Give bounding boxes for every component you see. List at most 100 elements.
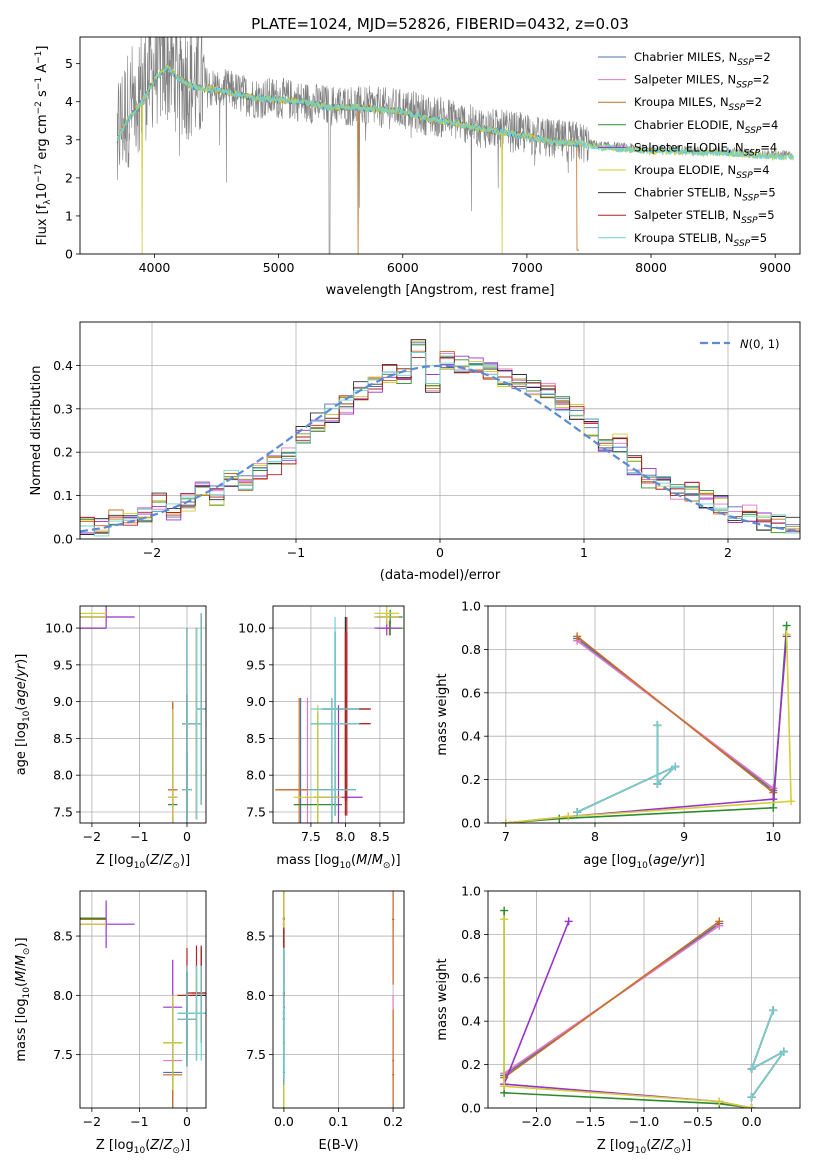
- label-part: SSP: [742, 194, 759, 204]
- x-tick-label: 8.5: [370, 829, 390, 844]
- label-part: =2: [754, 50, 771, 64]
- x-tick-label: 2: [724, 545, 732, 560]
- plot-area-age-vs-metallicity: [80, 606, 206, 823]
- label-part: ⊙: [172, 861, 180, 871]
- label-part: SSP: [745, 126, 762, 136]
- x-tick-label: 0: [183, 829, 191, 844]
- label-part: 10: [340, 861, 352, 871]
- x-tick-label: 0.0: [274, 1114, 294, 1129]
- label-part: Z: [163, 853, 174, 868]
- x-tick-label: −0.5: [683, 1114, 713, 1129]
- legend-entry: Chabrier ELODIE, NSSP=4: [634, 118, 778, 136]
- y-tick-label: 0.4: [53, 358, 73, 373]
- label-part: M: [14, 955, 29, 966]
- y-tick-label: 0: [65, 247, 73, 262]
- y-tick-label: 8.5: [246, 731, 266, 746]
- label-part: Z: [163, 1138, 174, 1153]
- label-part: age [log: [14, 722, 29, 775]
- label-part: =5: [758, 208, 775, 222]
- label-part: =4: [760, 140, 777, 154]
- label-part: Salpeter STELIB, N: [634, 208, 741, 222]
- label-part: M: [14, 971, 29, 982]
- x-tick-label: 0: [436, 545, 444, 560]
- x-tick-label: −2: [83, 1114, 101, 1129]
- x-tick-label: 9000: [759, 260, 791, 275]
- y-tick-label: 0.4: [461, 1014, 481, 1029]
- label-part: (: [145, 1138, 150, 1153]
- weight-line: [505, 634, 792, 823]
- axes-frame: [79, 605, 207, 824]
- label-part: mass [log: [14, 998, 29, 1061]
- panel-spectrum: 4000 5000 6000 7000 8000 9000 0 1 2 3 4 5 wavelength…: [34, 36, 801, 298]
- y-tick-label: 9.0: [246, 694, 266, 709]
- axes-frame: [79, 890, 207, 1109]
- x-axis-label: Z [log10(Z/Z⊙)]: [597, 1138, 691, 1156]
- weight-line: [505, 636, 788, 823]
- y-tick-label: 0.1: [53, 488, 73, 503]
- label-part: Kroupa MILES, N: [634, 95, 729, 109]
- label-part: erg cm: [35, 114, 50, 163]
- y-tick-label: 4: [65, 94, 73, 109]
- x-tick-label: 0.2: [383, 1114, 403, 1129]
- x-axis-label: E(B-V): [318, 1138, 358, 1153]
- x-tick-label: −1: [130, 1114, 148, 1129]
- y-tick-label: 7.5: [53, 804, 73, 819]
- panel-residuals: −2 −1 0 1 2 0.0 0.1 0.2 0.3 0.4 (data-model)/error…: [29, 321, 801, 583]
- y-tick-label: 10.0: [238, 621, 266, 636]
- weight-line: [503, 920, 720, 1079]
- plot-area-mass-vs-ebv: [282, 891, 395, 1108]
- y-axis-label: mass weight: [435, 673, 450, 755]
- y-tick-label: 0.6: [461, 970, 481, 985]
- x-tick-label: 7000: [511, 260, 543, 275]
- label-part: SSP: [736, 171, 753, 181]
- x-tick-label: −1.5: [575, 1114, 605, 1129]
- label-part: /: [677, 853, 682, 868]
- weight-line: [576, 725, 676, 813]
- plot-area-residuals: [80, 339, 800, 539]
- y-tick-label: 1: [65, 208, 73, 223]
- y-tick-label: 3: [65, 132, 73, 147]
- label-part: /: [159, 853, 164, 868]
- label-part: )]: [180, 853, 190, 868]
- label-part: )]: [14, 937, 29, 947]
- y-tick-label: 8.5: [53, 929, 73, 944]
- label-part: ]: [35, 46, 50, 51]
- label-part: 10: [635, 1146, 647, 1156]
- label-part: )]: [390, 853, 400, 868]
- label-part: −17: [34, 164, 44, 183]
- legend-entry: Chabrier MILES, NSSP=2: [634, 50, 771, 68]
- y-tick-label: 1.0: [461, 884, 481, 899]
- y-tick-label: 0.0: [53, 532, 73, 547]
- label-part: SSP: [729, 103, 746, 113]
- label-part: Z: [149, 1138, 160, 1153]
- x-tick-label: 4000: [139, 260, 171, 275]
- weight-line: [503, 919, 752, 1108]
- plot-area-weight-vs-age: [501, 621, 796, 823]
- label-part: 10: [22, 710, 32, 722]
- label-part: mass [log: [276, 853, 339, 868]
- label-part: =2: [745, 95, 762, 109]
- label-part: Z: [149, 853, 160, 868]
- y-tick-label: 0.6: [461, 685, 481, 700]
- label-part: Flux [f: [35, 204, 50, 245]
- label-part: SSP: [744, 148, 761, 158]
- weight-line: [576, 725, 676, 813]
- legend-entry: Kroupa MILES, NSSP=2: [634, 95, 762, 113]
- label-part: /: [14, 966, 29, 971]
- label-part: (: [145, 853, 150, 868]
- label-part: )]: [14, 654, 29, 664]
- x-axis-label: wavelength [Angstrom, rest frame]: [326, 283, 555, 298]
- y-tick-label: 0.2: [461, 1057, 481, 1072]
- y-tick-label: 0.2: [461, 772, 481, 787]
- label-part: −1: [34, 51, 44, 64]
- y-tick-label: 10.0: [45, 621, 73, 636]
- y-tick-label: 0.8: [461, 642, 481, 657]
- y-tick-label: 9.0: [53, 694, 73, 709]
- gaussian-curve: [80, 364, 800, 533]
- x-tick-label: −2: [83, 829, 101, 844]
- histogram-step: [80, 352, 800, 539]
- x-tick-label: 10: [765, 829, 781, 844]
- x-axis-label: (data-model)/error: [380, 568, 501, 583]
